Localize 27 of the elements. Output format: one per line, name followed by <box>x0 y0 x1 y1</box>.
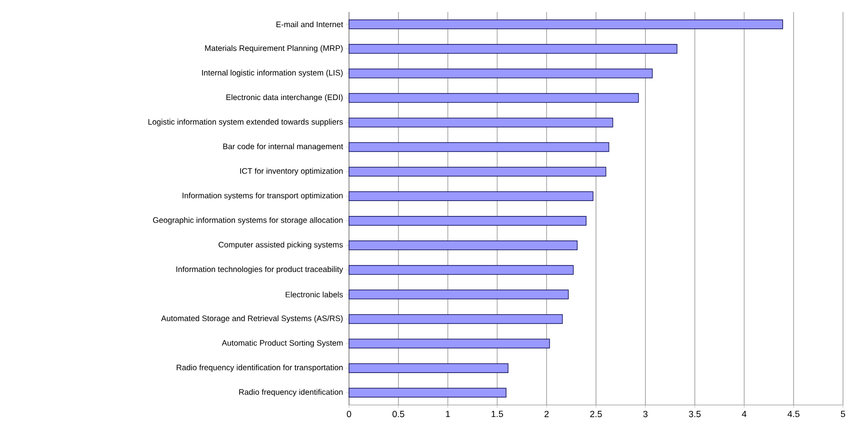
bar <box>348 363 508 373</box>
bar <box>348 44 678 54</box>
bar <box>348 240 578 250</box>
bar <box>348 191 594 202</box>
x-tick-label: 4 <box>742 410 746 418</box>
x-tick-label: 1 <box>446 410 450 418</box>
x-tick-label: 2.5 <box>590 410 602 418</box>
x-tick-label: 1.5 <box>492 410 504 418</box>
bar <box>348 265 574 275</box>
bar <box>348 290 569 300</box>
x-tick-label: 5 <box>840 410 846 418</box>
bar <box>348 338 550 348</box>
bar <box>348 118 614 128</box>
bar <box>348 19 784 30</box>
x-tick-label: 4.5 <box>788 410 800 418</box>
bar <box>348 166 606 176</box>
x-tick-label: 3.5 <box>688 410 701 418</box>
bar <box>348 93 639 103</box>
x-tick-label: 2 <box>544 410 549 418</box>
bar <box>348 142 610 152</box>
x-tick-label: 3 <box>643 410 648 418</box>
bar <box>348 314 563 324</box>
bar <box>348 216 586 226</box>
x-tick-label: 0 <box>346 410 352 418</box>
bar <box>348 68 653 78</box>
bar <box>348 388 506 398</box>
x-tick-label: 0.5 <box>392 410 404 418</box>
